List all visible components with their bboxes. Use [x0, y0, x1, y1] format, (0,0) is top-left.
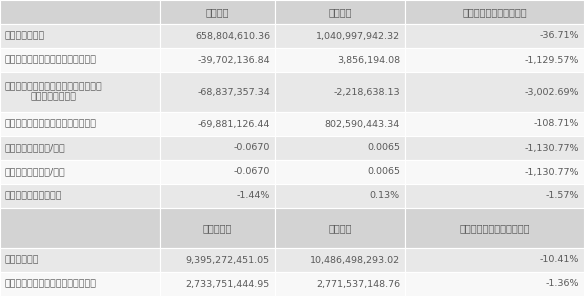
Text: -108.71%: -108.71% — [534, 120, 579, 128]
Text: -1,130.77%: -1,130.77% — [524, 144, 579, 152]
Text: -1,130.77%: -1,130.77% — [524, 168, 579, 176]
Bar — [0, 112, 160, 136]
Text: 1,040,997,942.32: 1,040,997,942.32 — [316, 31, 400, 40]
Text: -69,881,126.44: -69,881,126.44 — [197, 120, 270, 128]
Bar — [405, 72, 584, 112]
Bar — [405, 160, 584, 184]
Text: 658,804,610.36: 658,804,610.36 — [195, 31, 270, 40]
Text: 0.0065: 0.0065 — [367, 168, 400, 176]
Text: 本报告期: 本报告期 — [206, 7, 230, 17]
Text: 加权平均净资产收益率: 加权平均净资产收益率 — [5, 192, 62, 201]
Bar — [275, 112, 405, 136]
Text: -39,702,136.84: -39,702,136.84 — [197, 55, 270, 64]
Bar — [275, 72, 405, 112]
Text: 10,486,498,293.02: 10,486,498,293.02 — [310, 256, 400, 265]
Text: -0.0670: -0.0670 — [234, 168, 270, 176]
Bar — [405, 48, 584, 72]
Bar — [0, 48, 160, 72]
Text: -36.71%: -36.71% — [540, 31, 579, 40]
Text: 2,771,537,148.76: 2,771,537,148.76 — [316, 279, 400, 289]
Text: -1.57%: -1.57% — [545, 192, 579, 201]
Bar — [275, 48, 405, 72]
Text: -2,218,638.13: -2,218,638.13 — [333, 87, 400, 96]
Text: -10.41%: -10.41% — [540, 256, 579, 265]
Text: -68,837,357.34: -68,837,357.34 — [197, 87, 270, 96]
Bar — [0, 24, 160, 48]
Bar — [275, 248, 405, 272]
Text: -1.44%: -1.44% — [237, 192, 270, 201]
Bar — [160, 112, 275, 136]
Text: 营业收入（元）: 营业收入（元） — [5, 31, 45, 40]
Bar — [275, 0, 405, 24]
Bar — [275, 136, 405, 160]
Bar — [160, 24, 275, 48]
Bar — [0, 160, 160, 184]
Bar — [275, 24, 405, 48]
Bar — [160, 248, 275, 272]
Bar — [405, 0, 584, 24]
Bar — [275, 272, 405, 296]
Text: 本报告期比上年同期增减: 本报告期比上年同期增减 — [462, 7, 527, 17]
Text: 本报告期末: 本报告期末 — [203, 223, 232, 233]
Bar — [0, 272, 160, 296]
Text: 归属于上市公司股东的净利润（元）: 归属于上市公司股东的净利润（元） — [5, 55, 97, 64]
Text: 2,733,751,444.95: 2,733,751,444.95 — [186, 279, 270, 289]
Bar — [275, 184, 405, 208]
Bar — [0, 184, 160, 208]
Text: -0.0670: -0.0670 — [234, 144, 270, 152]
Text: 归属于上市公司股东的净资产（元）: 归属于上市公司股东的净资产（元） — [5, 279, 97, 289]
Bar — [160, 208, 275, 248]
Bar — [405, 272, 584, 296]
Text: 基本每股收益（元/股）: 基本每股收益（元/股） — [5, 144, 66, 152]
Text: 上年度末: 上年度末 — [328, 223, 352, 233]
Text: -1.36%: -1.36% — [545, 279, 579, 289]
Bar — [275, 208, 405, 248]
Bar — [405, 208, 584, 248]
Bar — [160, 184, 275, 208]
Bar — [0, 136, 160, 160]
Bar — [0, 72, 160, 112]
Bar — [160, 0, 275, 24]
Bar — [160, 272, 275, 296]
Text: 上年同期: 上年同期 — [328, 7, 352, 17]
Bar — [0, 208, 160, 248]
Bar — [405, 248, 584, 272]
Text: -3,002.69%: -3,002.69% — [524, 87, 579, 96]
Bar — [405, 112, 584, 136]
Text: 总资产（元）: 总资产（元） — [5, 256, 40, 265]
Text: 9,395,272,451.05: 9,395,272,451.05 — [186, 256, 270, 265]
Text: 经营活动产生的现金流量净额（元）: 经营活动产生的现金流量净额（元） — [5, 120, 97, 128]
Bar — [405, 184, 584, 208]
Bar — [405, 136, 584, 160]
Bar — [275, 160, 405, 184]
Text: 归属于上市公司股东的扣除非经常性损
益的净利润（元）: 归属于上市公司股东的扣除非经常性损 益的净利润（元） — [5, 82, 103, 102]
Bar — [160, 136, 275, 160]
Text: 802,590,443.34: 802,590,443.34 — [325, 120, 400, 128]
Bar — [0, 0, 160, 24]
Text: 稀释每股收益（元/股）: 稀释每股收益（元/股） — [5, 168, 66, 176]
Text: 0.0065: 0.0065 — [367, 144, 400, 152]
Bar — [160, 72, 275, 112]
Bar — [405, 24, 584, 48]
Text: 0.13%: 0.13% — [370, 192, 400, 201]
Bar — [160, 48, 275, 72]
Bar — [160, 160, 275, 184]
Bar — [0, 248, 160, 272]
Text: 3,856,194.08: 3,856,194.08 — [337, 55, 400, 64]
Text: -1,129.57%: -1,129.57% — [524, 55, 579, 64]
Text: 本报告期末比上年度末增减: 本报告期末比上年度末增减 — [459, 223, 530, 233]
